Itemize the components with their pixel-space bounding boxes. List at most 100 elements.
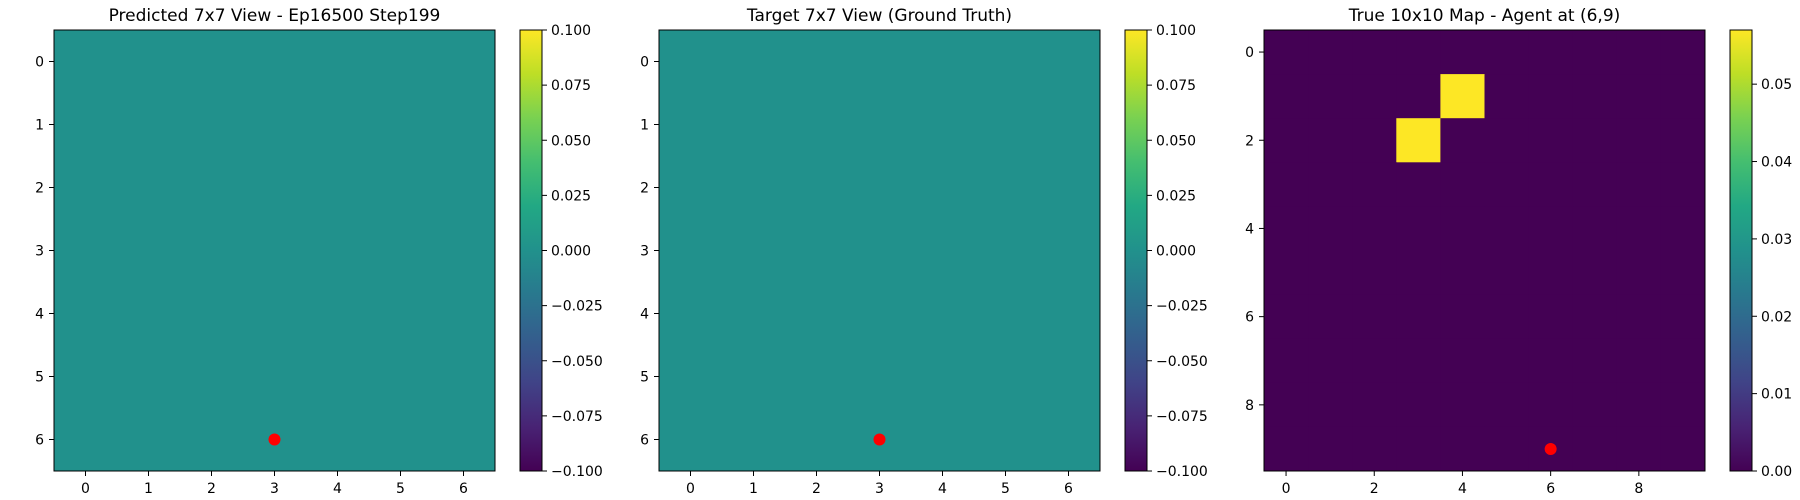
heatmap-cell	[1308, 74, 1353, 119]
colorbar-tick-label: −0.100	[1156, 464, 1208, 480]
y-tick-label: 1	[640, 118, 649, 134]
x-tick-label: 6	[459, 481, 468, 497]
heatmap-cell	[369, 93, 433, 157]
heatmap-cell	[785, 219, 849, 283]
heatmap-cell	[1308, 206, 1353, 251]
heatmap-cell	[659, 282, 723, 346]
heatmap-cell	[1308, 162, 1353, 207]
heatmap-cell	[1528, 294, 1574, 340]
heatmap-cell	[369, 219, 433, 283]
heatmap-cell	[1616, 162, 1662, 207]
heatmap-cell	[1308, 382, 1353, 428]
heatmap-cell	[1484, 294, 1530, 340]
heatmap-cell	[306, 282, 370, 346]
heatmap-cell	[1264, 294, 1309, 340]
heatmap-cell	[1396, 338, 1441, 384]
heatmap-cell	[1484, 382, 1530, 428]
heatmap-cell	[1484, 118, 1530, 163]
heatmap-cell	[785, 30, 849, 94]
heatmap-cell	[432, 345, 496, 409]
heatmap-cell	[1308, 426, 1353, 472]
heatmap-cell	[117, 30, 181, 94]
heatmap-cell	[722, 219, 786, 283]
heatmap-cell	[54, 282, 118, 346]
heatmap-cell	[1616, 206, 1662, 251]
heatmap-cell	[1660, 162, 1706, 207]
heatmap-cell	[117, 156, 181, 220]
y-tick-label: 6	[640, 433, 649, 449]
x-tick-label: 6	[1546, 481, 1555, 497]
heatmap-cell	[1352, 30, 1397, 75]
heatmap-cell	[1616, 426, 1662, 472]
heatmap-cell	[1440, 294, 1485, 340]
colorbar-tick-label: 0.02	[1761, 309, 1792, 325]
x-tick-label: 0	[686, 481, 695, 497]
heatmap-cell	[1572, 382, 1618, 428]
heatmap-cell	[722, 345, 786, 409]
heatmap-cell	[243, 219, 307, 283]
chart-title: Predicted 7x7 View - Ep16500 Step199	[109, 6, 441, 26]
colorbar-tick-label: −0.075	[1156, 409, 1208, 425]
heatmap-cell	[306, 408, 370, 472]
heatmap-cell	[432, 30, 496, 94]
heatmap-cell	[1264, 118, 1309, 163]
colorbar-tick-label: 0.050	[1156, 133, 1196, 149]
heatmap-cell	[369, 345, 433, 409]
heatmap-cell	[659, 93, 723, 157]
heatmap-cell	[1352, 382, 1397, 428]
heatmap-cell	[117, 345, 181, 409]
heatmap-cell	[785, 345, 849, 409]
heatmap-cell	[1528, 206, 1574, 251]
heatmap-cell	[722, 282, 786, 346]
heatmap-cell	[1440, 338, 1485, 384]
x-tick-label: 1	[144, 481, 153, 497]
heatmap-cell	[1440, 382, 1485, 428]
y-tick-label: 1	[35, 118, 44, 134]
heatmap-cell	[1352, 206, 1397, 251]
heatmap-cell	[1308, 294, 1353, 340]
heatmap-cell	[54, 345, 118, 409]
heatmap-cell	[1484, 338, 1530, 384]
heatmap-cell	[306, 219, 370, 283]
heatmap-cell	[974, 219, 1038, 283]
heatmap-cell	[1528, 118, 1574, 163]
heatmap-cell	[722, 408, 786, 472]
heatmap-cell	[1572, 338, 1618, 384]
heatmap-cell	[848, 282, 912, 346]
x-tick-label: 5	[1001, 481, 1010, 497]
heatmap-cell	[1352, 338, 1397, 384]
heatmap-cell	[1660, 30, 1706, 75]
heatmap-cell	[1308, 250, 1353, 296]
heatmap-cell	[432, 156, 496, 220]
heatmap-cell	[180, 156, 244, 220]
heatmap-cell	[1484, 30, 1530, 75]
heatmap-cell	[117, 219, 181, 283]
heatmap-cell	[1528, 74, 1574, 119]
heatmap-cell	[1264, 426, 1309, 472]
heatmap-cell	[1396, 382, 1441, 428]
x-tick-label: 8	[1634, 481, 1643, 497]
heatmap-cell	[911, 345, 975, 409]
heatmap-cell	[117, 282, 181, 346]
x-tick-label: 5	[396, 481, 405, 497]
heatmap-cell	[1352, 250, 1397, 296]
y-tick-label: 3	[640, 244, 649, 260]
heatmap-cell	[369, 282, 433, 346]
heatmap-cell	[306, 30, 370, 94]
x-tick-label: 4	[938, 481, 947, 497]
heatmap-cell	[1264, 30, 1309, 75]
heatmap-cell	[1308, 30, 1353, 75]
heatmap-cell	[1484, 162, 1530, 207]
colorbar-tick-label: 0.025	[1156, 188, 1196, 204]
heatmap-cell	[1660, 206, 1706, 251]
chart-title: True 10x10 Map - Agent at (6,9)	[1348, 6, 1621, 26]
heatmap-cell	[722, 93, 786, 157]
chart-title: Target 7x7 View (Ground Truth)	[746, 6, 1012, 26]
subplot-3: True 10x10 Map - Agent at (6,9) 0 2 4 6 8 0 2 4 6…	[1245, 6, 1792, 497]
colorbar-tick-label: −0.100	[551, 464, 603, 480]
heatmap-cell	[848, 345, 912, 409]
heatmap-cell	[1616, 118, 1662, 163]
subplot-2: Target 7x7 View (Ground Truth) 0 1 2 3 4 5 6 0 1 2…	[640, 6, 1208, 497]
heatmap-cell	[1484, 74, 1530, 119]
